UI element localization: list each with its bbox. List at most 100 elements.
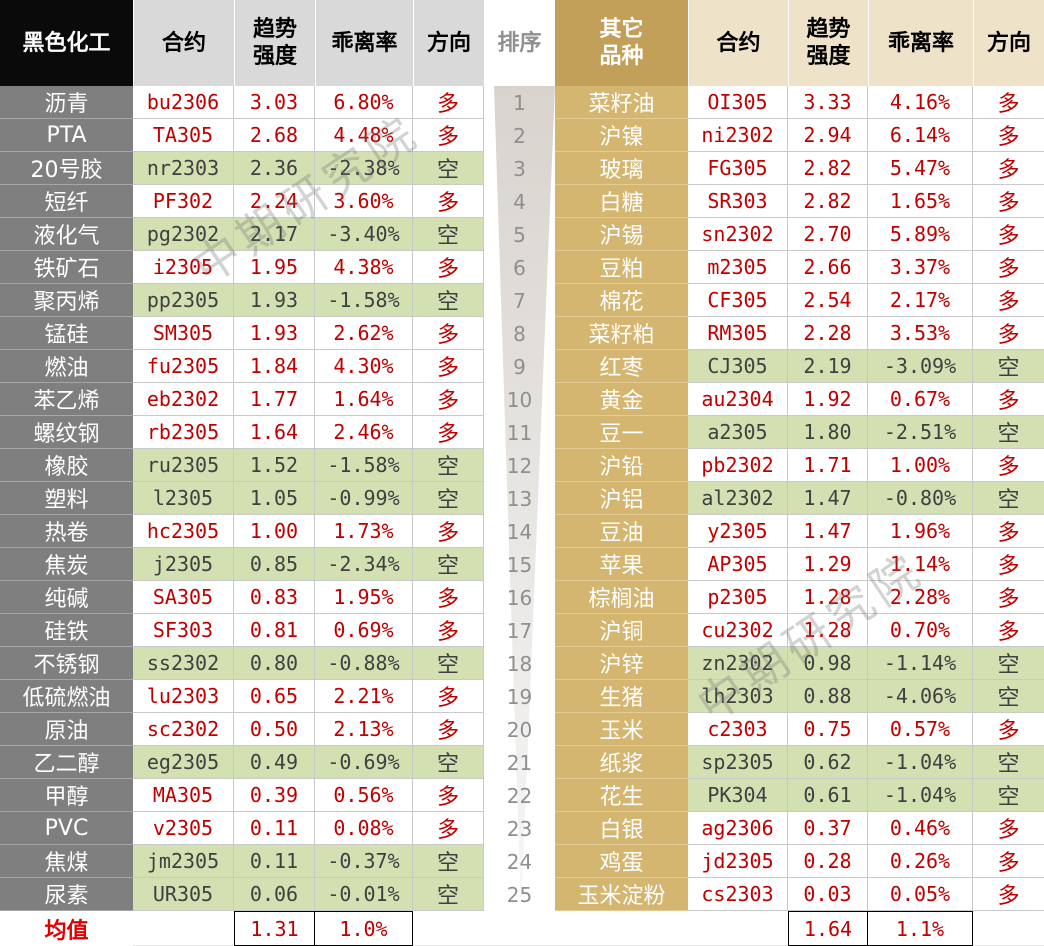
right-contract-code: FG305 [688, 152, 788, 185]
right-trend-strength: 1.47 [788, 515, 868, 548]
rank-number: 24 [506, 849, 533, 874]
header-left-deviation-rate: 乖离率 [315, 0, 413, 86]
header-left-contract-label: 合约 [161, 30, 206, 56]
left-variety-name: 焦炭 [0, 548, 133, 581]
right-contract-code: sp2305 [688, 746, 788, 779]
rank-number: 18 [506, 651, 533, 676]
left-contract-code: j2305 [133, 548, 234, 581]
right-trend-strength: 2.28 [788, 317, 868, 350]
left-variety-name: 20号胶 [0, 152, 133, 185]
right-direction: 多 [973, 284, 1044, 317]
left-variety-name: 燃油 [0, 350, 133, 383]
left-contract-code: bu2306 [133, 86, 234, 119]
left-contract-code: eg2305 [133, 746, 234, 779]
right-trend-strength: 0.28 [788, 845, 868, 878]
table-row: 焦炭 j2305 0.85 -2.34% 空 15 苹果 AP305 1.29 1.14% 多 [0, 548, 1044, 581]
right-contract-code: a2305 [688, 416, 788, 449]
right-deviation-rate: -1.04% [868, 746, 973, 779]
left-deviation-rate: -0.88% [315, 647, 413, 680]
right-contract-code: ag2306 [688, 812, 788, 845]
left-trend-strength: 0.11 [234, 845, 315, 878]
right-contract-code: PK304 [688, 779, 788, 812]
rank-number: 25 [506, 882, 533, 907]
footer-empty-cell [133, 911, 234, 946]
left-variety-name: 沥青 [0, 86, 133, 119]
header-right-deviation-rate: 乖离率 [868, 0, 973, 86]
right-trend-strength: 1.28 [788, 614, 868, 647]
left-deviation-rate: 2.13% [315, 713, 413, 746]
header-right-contract-label: 合约 [716, 30, 761, 56]
right-direction: 多 [973, 383, 1044, 416]
right-trend-strength: 2.19 [788, 350, 868, 383]
left-contract-code: SM305 [133, 317, 234, 350]
right-trend-strength: 2.82 [788, 185, 868, 218]
right-deviation-rate: 0.70% [868, 614, 973, 647]
left-variety-name: PVC [0, 812, 133, 845]
right-variety-name: 花生 [555, 779, 688, 812]
rank-number: 5 [513, 222, 526, 247]
right-contract-code: pb2302 [688, 449, 788, 482]
left-trend-strength: 0.80 [234, 647, 315, 680]
rank-number: 12 [506, 453, 533, 478]
left-direction: 多 [413, 251, 484, 284]
left-deviation-rate: 1.64% [315, 383, 413, 416]
left-direction: 空 [413, 152, 484, 185]
left-direction: 空 [413, 878, 484, 911]
right-deviation-rate: 3.37% [868, 251, 973, 284]
right-direction: 多 [973, 218, 1044, 251]
right-direction: 多 [973, 713, 1044, 746]
rank-number: 9 [513, 354, 526, 379]
rank-number: 10 [506, 387, 533, 412]
right-deviation-rate: 0.05% [868, 878, 973, 911]
right-trend-strength: 1.29 [788, 548, 868, 581]
table-row: PTA TA305 2.68 4.48% 多 2 沪镍 ni2302 2.94 6.14% 多 [0, 119, 1044, 152]
right-direction: 空 [973, 746, 1044, 779]
left-trend-strength: 1.84 [234, 350, 315, 383]
right-contract-code: cs2303 [688, 878, 788, 911]
right-deviation-rate: 2.17% [868, 284, 973, 317]
right-direction: 多 [973, 449, 1044, 482]
table-row: 沥青 bu2306 3.03 6.80% 多 1 菜籽油 OI305 3.33 4.16% 多 [0, 86, 1044, 119]
header-right-trend-strength-line1: 趋势 [806, 17, 851, 42]
left-contract-code: TA305 [133, 119, 234, 152]
left-deviation-rate: 4.30% [315, 350, 413, 383]
left-trend-strength: 0.50 [234, 713, 315, 746]
right-deviation-rate: -3.09% [868, 350, 973, 383]
table-row: 20号胶 nr2303 2.36 -2.38% 空 3 玻璃 FG305 2.82 5.47% 多 [0, 152, 1044, 185]
right-contract-code: sn2302 [688, 218, 788, 251]
right-deviation-rate: -1.04% [868, 779, 973, 812]
left-variety-name: 铁矿石 [0, 251, 133, 284]
left-deviation-rate: -0.99% [315, 482, 413, 515]
left-trend-strength: 0.11 [234, 812, 315, 845]
rank-number: 22 [506, 783, 533, 808]
left-contract-code: hc2305 [133, 515, 234, 548]
footer-empty-cell [688, 911, 788, 946]
left-direction: 空 [413, 482, 484, 515]
right-trend-strength: 1.47 [788, 482, 868, 515]
left-variety-name: 焦煤 [0, 845, 133, 878]
right-variety-name: 棉花 [555, 284, 688, 317]
left-variety-name: PTA [0, 119, 133, 152]
table-row: 聚丙烯 pp2305 1.93 -1.58% 空 7 棉花 CF305 2.54 2.17% 多 [0, 284, 1044, 317]
right-direction: 多 [973, 251, 1044, 284]
left-trend-strength: 0.83 [234, 581, 315, 614]
left-direction: 空 [413, 284, 484, 317]
right-deviation-rate: 0.57% [868, 713, 973, 746]
left-deviation-rate: 1.73% [315, 515, 413, 548]
left-deviation-rate: 3.60% [315, 185, 413, 218]
right-contract-code: m2305 [688, 251, 788, 284]
table-row: 乙二醇 eg2305 0.49 -0.69% 空 21 纸浆 sp2305 0.62 -1.04%… [0, 746, 1044, 779]
left-trend-strength: 0.85 [234, 548, 315, 581]
right-trend-strength: 1.80 [788, 416, 868, 449]
right-trend-strength: 0.61 [788, 779, 868, 812]
left-trend-strength: 1.52 [234, 449, 315, 482]
rank-number: 13 [506, 486, 533, 511]
header-left-direction-label: 方向 [426, 30, 471, 56]
header-right-trend-strength-line2: 强度 [806, 44, 851, 69]
rank-number: 4 [513, 189, 526, 214]
right-direction: 多 [973, 119, 1044, 152]
left-direction: 多 [413, 812, 484, 845]
left-deviation-rate: 0.69% [315, 614, 413, 647]
right-average-deviation-rate: 1.1% [868, 911, 973, 946]
right-trend-strength: 2.82 [788, 152, 868, 185]
